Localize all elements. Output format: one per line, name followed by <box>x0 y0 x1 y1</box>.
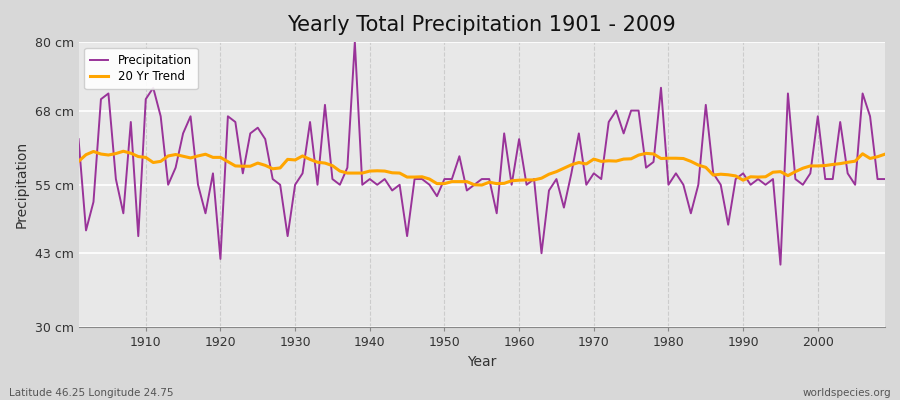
Precipitation <box>611 108 622 113</box>
Precipitation <box>342 165 353 170</box>
X-axis label: Year: Year <box>467 355 497 369</box>
Precipitation <box>514 137 525 142</box>
Text: Latitude 46.25 Longitude 24.75: Latitude 46.25 Longitude 24.75 <box>9 388 174 398</box>
Title: Yearly Total Precipitation 1901 - 2009: Yearly Total Precipitation 1901 - 2009 <box>287 15 676 35</box>
20 Yr Trend <box>118 149 129 154</box>
Precipitation <box>521 182 532 187</box>
20 Yr Trend <box>521 178 532 182</box>
20 Yr Trend <box>349 171 360 176</box>
Precipitation <box>297 171 308 176</box>
20 Yr Trend <box>304 157 315 162</box>
20 Yr Trend <box>618 157 629 162</box>
Precipitation <box>133 234 144 238</box>
20 Yr Trend <box>879 152 890 156</box>
Precipitation <box>349 40 360 44</box>
Y-axis label: Precipitation: Precipitation <box>15 141 29 228</box>
Precipitation <box>879 177 890 182</box>
Line: 20 Yr Trend: 20 Yr Trend <box>78 151 885 185</box>
Precipitation <box>73 137 84 142</box>
Line: Precipitation: Precipitation <box>78 42 885 265</box>
Precipitation <box>775 262 786 267</box>
Legend: Precipitation, 20 Yr Trend: Precipitation, 20 Yr Trend <box>85 48 197 89</box>
20 Yr Trend <box>528 178 539 182</box>
20 Yr Trend <box>140 155 151 160</box>
20 Yr Trend <box>476 183 487 188</box>
Text: worldspecies.org: worldspecies.org <box>803 388 891 398</box>
20 Yr Trend <box>73 159 84 164</box>
